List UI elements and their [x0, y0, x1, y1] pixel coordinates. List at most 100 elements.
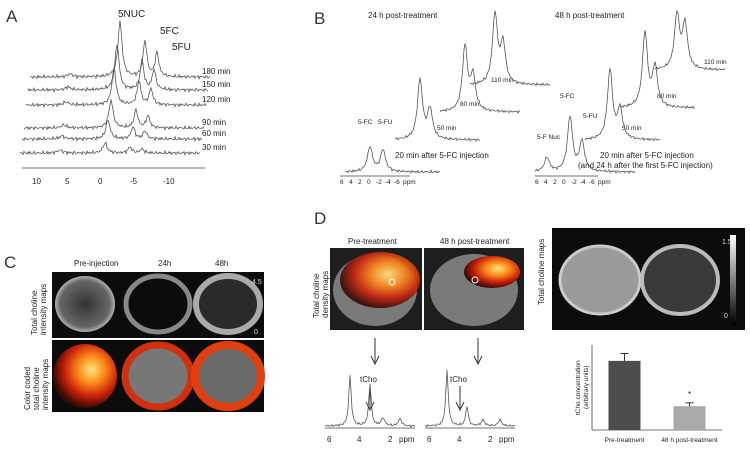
bar	[673, 406, 706, 430]
axis-unit: ppm	[598, 179, 611, 186]
trace-label: 110 min	[704, 59, 727, 66]
trace-label: 150 min	[202, 80, 230, 89]
map-image	[123, 273, 193, 335]
tick-label: 0	[562, 179, 566, 186]
row-label: Total cholinedensity maps	[312, 271, 330, 318]
row-label: Total cholineintensity maps	[30, 284, 48, 335]
colorbar-label: 1.5	[722, 239, 732, 246]
spectrum	[344, 145, 441, 174]
spectrum	[439, 43, 521, 114]
tick-label: 4	[357, 435, 362, 444]
tick-label: -4	[385, 179, 391, 186]
trace-label: 110 min	[491, 77, 514, 84]
spectrum	[19, 141, 200, 157]
spectrum	[424, 369, 516, 428]
map-image	[191, 341, 265, 411]
panel-label: B	[314, 9, 325, 28]
caption: (and 24 h after the first 5-FC injection…	[578, 161, 713, 170]
arrow	[455, 386, 465, 412]
panel-label: D	[314, 209, 326, 228]
tick-label: -4	[580, 179, 586, 186]
arrow	[370, 355, 380, 366]
trace-label: 120 min	[202, 95, 230, 104]
voxel	[471, 276, 479, 284]
spectrum	[29, 20, 211, 81]
column-title: Pre-injection	[74, 259, 118, 268]
spectrum	[21, 119, 203, 142]
tick-label: 5	[65, 177, 70, 186]
tick-label: 6	[327, 435, 332, 444]
colorbar-label: 0	[254, 329, 258, 336]
map-image	[193, 273, 263, 335]
spectrum	[25, 67, 207, 108]
peak-label: 5FU	[172, 42, 191, 53]
spectrum	[27, 45, 209, 93]
map-image	[53, 344, 117, 408]
spectrum	[534, 114, 636, 175]
x-tick-label: Pre-treatment	[605, 437, 645, 444]
spectrum	[469, 10, 551, 87]
heat-overlay	[464, 256, 520, 288]
peak-label: tCho	[450, 375, 467, 384]
tick-label: -6	[394, 179, 400, 186]
caption: 20 min after 5-FC injection	[395, 151, 489, 160]
column-title: 48 h post-treatment	[440, 237, 510, 246]
peak-label: 5-FC	[358, 119, 373, 126]
row-label: Total choline maps	[537, 239, 546, 305]
column-title: 24 h post-treatment	[368, 11, 438, 20]
bar	[608, 360, 641, 430]
trace-label: 90 min	[202, 118, 226, 127]
peak-label: 5-FC	[560, 93, 575, 100]
trace-label: 30 min	[202, 143, 226, 152]
significance: *	[688, 390, 691, 399]
axis-unit: ppm	[403, 179, 416, 186]
peak-label: 5-FU	[583, 113, 598, 120]
row-label: Color codedtotal cholineintensity maps	[23, 359, 50, 410]
trace-label: 60 min	[202, 129, 226, 138]
tick-label: 2	[488, 435, 493, 444]
map-image	[121, 341, 195, 411]
colorbar-label: 0	[724, 313, 728, 320]
tick-label: 4	[349, 179, 353, 186]
tick-label: -10	[163, 177, 175, 186]
tick-label: 6	[340, 179, 344, 186]
arrow	[473, 355, 483, 366]
heat-overlay	[340, 252, 420, 308]
tick-label: 2	[358, 179, 362, 186]
trace-label: 50 min	[622, 125, 642, 132]
caption: 20 min after 5-FC injection	[600, 151, 694, 160]
spectrum	[619, 30, 696, 110]
panel-label: C	[4, 253, 16, 272]
tick-label: -6	[589, 179, 595, 186]
column-title: Pre-treatment	[348, 237, 398, 246]
voxel	[388, 278, 396, 286]
y-axis-label: tCho concentration(arbitrary units)	[575, 360, 590, 415]
tick-label: 6	[427, 435, 432, 444]
tick-label: 6	[535, 179, 539, 186]
tick-label: 4	[544, 179, 548, 186]
tick-label: 4	[457, 435, 462, 444]
colorbar	[730, 235, 736, 325]
map-image	[55, 276, 115, 332]
column-title: 48 h post-treatment	[555, 11, 625, 20]
trace-label: 180 min	[202, 67, 230, 76]
map-image	[558, 244, 642, 316]
colorbar-label: 4.5	[252, 279, 262, 286]
tick-label: -2	[376, 179, 382, 186]
tick-label: 2	[388, 435, 393, 444]
peak-label: 5-FU	[378, 119, 393, 126]
spectrum	[654, 9, 726, 71]
arrow	[365, 386, 375, 412]
panel-label: A	[6, 7, 18, 26]
spectrum	[584, 68, 661, 142]
trace-label: 80 min	[460, 101, 480, 108]
tick-label: -5	[130, 177, 138, 186]
trace-label: 80 min	[657, 93, 677, 100]
tick-label: 0	[367, 179, 371, 186]
column-title: 24h	[158, 259, 171, 268]
tick-label: 0	[98, 177, 103, 186]
column-title: 48h	[215, 259, 228, 268]
map-image	[640, 244, 720, 316]
peak-label: tCho	[360, 375, 377, 384]
